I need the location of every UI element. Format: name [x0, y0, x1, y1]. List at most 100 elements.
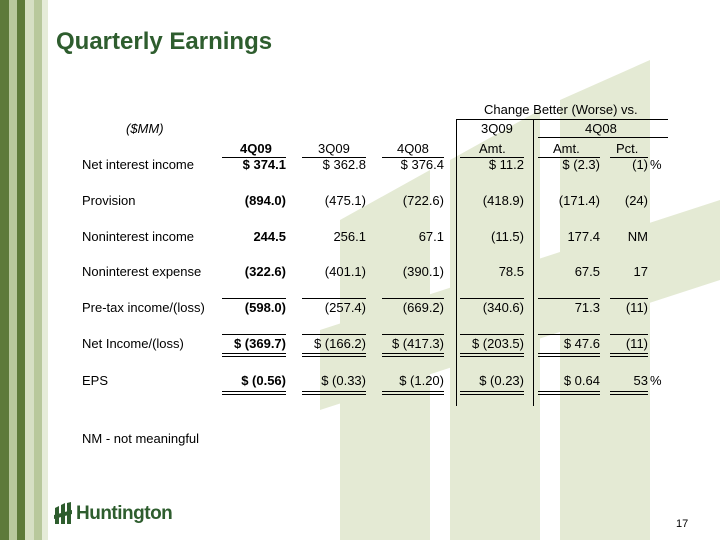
- total-double-rule: [538, 391, 600, 395]
- cell-4q09: 244.5: [253, 229, 286, 244]
- stripe: [17, 0, 25, 540]
- change-header: Change Better (Worse) vs.: [484, 102, 638, 117]
- cell-4q08: (722.6): [402, 193, 444, 208]
- col-header-3q09: 3Q09: [318, 141, 350, 156]
- row-label: Net interest income: [82, 157, 194, 172]
- cell-4q08: $ (417.3): [391, 336, 444, 351]
- page-number: 17: [676, 518, 689, 530]
- cell-pct: 17: [633, 264, 648, 279]
- row-label: Pre-tax income/(loss): [82, 300, 205, 315]
- col-header-4q09: 4Q09: [240, 141, 272, 156]
- stripe: [9, 0, 17, 540]
- cell-amt-4q08: 177.4: [567, 229, 600, 244]
- pct-suffix: %: [650, 157, 662, 172]
- cell-4q08: $ (1.20): [399, 373, 444, 388]
- cell-amt-4q08: (171.4): [558, 193, 600, 208]
- header-underline: [302, 157, 366, 158]
- row-label: Provision: [82, 193, 136, 208]
- cell-4q08: $ 376.4: [400, 157, 444, 172]
- stripe: [42, 0, 48, 540]
- group-header-3q09: 3Q09: [481, 121, 513, 136]
- cell-4q09: (894.0): [244, 193, 286, 208]
- row-label: EPS: [82, 373, 109, 388]
- cell-amt-4q08: $ (2.3): [562, 157, 600, 172]
- subtotal-rule: [610, 334, 648, 335]
- total-double-rule: [460, 353, 524, 357]
- subtotal-rule: [460, 334, 524, 335]
- col-header-amt: Amt.: [479, 141, 506, 156]
- row-label: Net Income/(loss): [82, 336, 184, 351]
- cell-amt-4q08: $ 47.6: [563, 336, 600, 351]
- cell-amt-3q09: 78.5: [498, 264, 524, 279]
- total-double-rule: [382, 391, 444, 395]
- footnote: NM - not meaningful: [82, 431, 200, 446]
- column-separator: [456, 120, 457, 406]
- cell-3q09: $ (0.33): [321, 373, 366, 388]
- header-rule: [456, 119, 668, 120]
- header-underline: [610, 157, 648, 158]
- cell-4q09: $ 374.1: [242, 157, 286, 172]
- row-label: Noninterest income: [82, 229, 194, 244]
- cell-amt-4q08: 67.5: [574, 264, 600, 279]
- header-underline: [382, 157, 444, 158]
- subtotal-rule: [302, 334, 366, 335]
- stripe: [0, 0, 9, 540]
- cell-amt-3q09: $ 11.2: [488, 157, 524, 172]
- cell-3q09: (475.1): [324, 193, 366, 208]
- total-double-rule: [222, 353, 286, 357]
- cell-amt-3q09: $ (0.23): [479, 373, 524, 388]
- watermark-logo: [320, 60, 720, 540]
- col-header-pct: Pct.: [616, 141, 639, 156]
- cell-pct: (1): [632, 157, 648, 172]
- cell-amt-4q08: $ 0.64: [563, 373, 600, 388]
- cell-pct: (11): [625, 300, 648, 315]
- subtotal-rule: [538, 298, 600, 299]
- cell-3q09: (401.1): [324, 264, 366, 279]
- subtotal-rule: [302, 298, 366, 299]
- side-stripes: [0, 0, 48, 540]
- cell-4q08: 67.1: [418, 229, 444, 244]
- header-underline: [538, 157, 600, 158]
- cell-pct: (11): [625, 336, 648, 351]
- total-double-rule: [610, 353, 648, 357]
- cell-amt-3q09: (340.6): [482, 300, 524, 315]
- cell-pct: 53: [633, 373, 648, 388]
- cell-4q09: $ (369.7): [233, 336, 286, 351]
- subtotal-rule: [538, 334, 600, 335]
- units-label: ($MM): [126, 121, 164, 136]
- cell-amt-3q09: (11.5): [491, 229, 524, 244]
- pct-suffix: %: [650, 373, 662, 388]
- cell-pct: NM: [627, 229, 648, 244]
- cell-4q09: (322.6): [244, 264, 286, 279]
- stripe: [34, 0, 42, 540]
- subtotal-rule: [222, 334, 286, 335]
- total-double-rule: [302, 353, 366, 357]
- cell-pct: (24): [624, 193, 648, 208]
- col-header-4q08: 4Q08: [397, 141, 429, 156]
- cell-4q08: (390.1): [402, 264, 444, 279]
- subtotal-rule: [222, 298, 286, 299]
- total-double-rule: [538, 353, 600, 357]
- total-double-rule: [610, 391, 648, 395]
- group-rule: [538, 137, 668, 138]
- cell-3q09: $ (166.2): [313, 336, 366, 351]
- total-double-rule: [460, 391, 524, 395]
- subtotal-rule: [610, 298, 648, 299]
- subtotal-rule: [382, 334, 444, 335]
- subtotal-rule: [382, 298, 444, 299]
- cell-4q08: (669.2): [402, 300, 444, 315]
- total-double-rule: [382, 353, 444, 357]
- row-label: Noninterest expense: [82, 264, 202, 279]
- header-underline: [460, 157, 524, 158]
- cell-3q09: 256.1: [333, 229, 366, 244]
- cell-amt-3q09: (418.9): [482, 193, 524, 208]
- cell-4q09: $ (0.56): [241, 373, 286, 388]
- column-separator: [533, 120, 534, 406]
- cell-4q09: (598.0): [244, 300, 286, 315]
- total-double-rule: [222, 391, 286, 395]
- cell-3q09: $ 362.8: [322, 157, 366, 172]
- cell-3q09: (257.4): [324, 300, 366, 315]
- total-double-rule: [302, 391, 366, 395]
- huntington-logo-icon: [54, 502, 72, 524]
- header-underline: [222, 157, 286, 158]
